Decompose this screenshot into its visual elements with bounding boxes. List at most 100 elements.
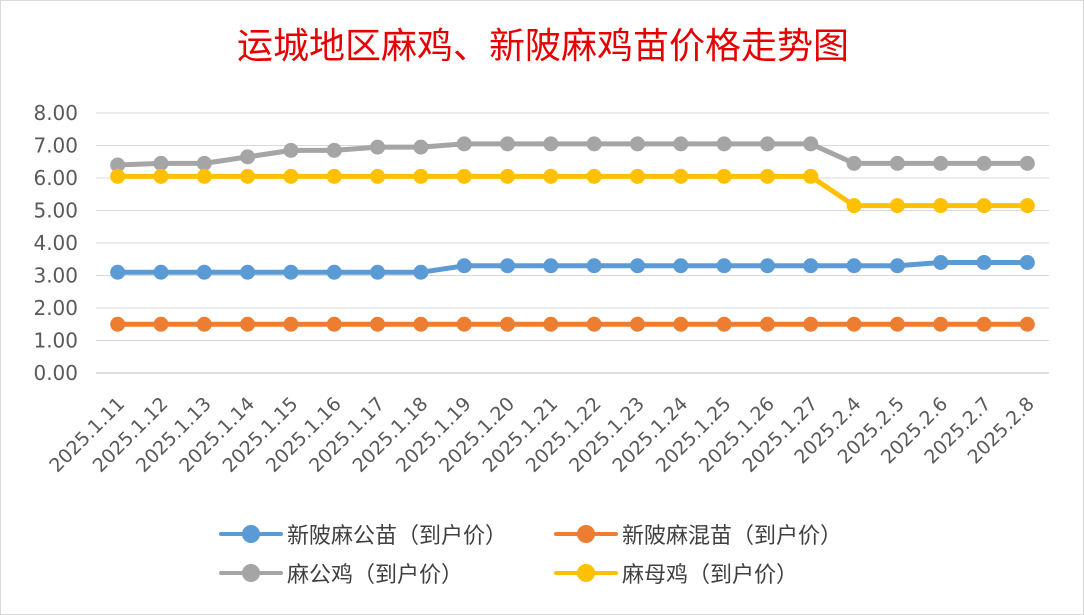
- data-point: [846, 155, 862, 171]
- data-point: [370, 264, 386, 280]
- data-point: [326, 264, 342, 280]
- data-point: [240, 316, 256, 332]
- y-tick-label: 4.00: [33, 231, 78, 255]
- data-point: [759, 258, 775, 274]
- data-point: [933, 316, 949, 332]
- line-chart: 0.001.002.003.004.005.006.007.008.002025…: [33, 101, 1049, 477]
- data-point: [846, 198, 862, 214]
- legend-swatch: [219, 519, 283, 549]
- data-point: [543, 258, 559, 274]
- chart-title: 运城地区麻鸡、新陂麻鸡苗价格走势图: [236, 26, 849, 67]
- data-point: [283, 168, 299, 184]
- y-tick-label: 1.00: [33, 329, 78, 353]
- data-point: [673, 168, 689, 184]
- data-point: [629, 316, 645, 332]
- data-point: [673, 136, 689, 152]
- data-point: [196, 155, 212, 171]
- data-point: [153, 155, 169, 171]
- data-point: [933, 198, 949, 214]
- data-point: [759, 168, 775, 184]
- data-point: [240, 149, 256, 165]
- data-point: [413, 316, 429, 332]
- y-tick-label: 3.00: [33, 264, 78, 288]
- legend-item: 新陂麻公苗（到户价）: [219, 519, 507, 549]
- data-point: [153, 264, 169, 280]
- legend-swatch: [554, 558, 618, 588]
- data-point: [803, 258, 819, 274]
- legend-item: 麻公鸡（到户价）: [219, 558, 463, 588]
- data-point: [586, 136, 602, 152]
- data-point: [110, 264, 126, 280]
- data-point: [759, 316, 775, 332]
- data-point: [933, 155, 949, 171]
- data-point: [889, 316, 905, 332]
- data-point: [889, 155, 905, 171]
- data-point: [976, 155, 992, 171]
- data-point: [240, 264, 256, 280]
- data-point: [370, 316, 386, 332]
- legend-swatch-marker: [242, 564, 260, 582]
- data-point: [543, 316, 559, 332]
- data-point: [586, 258, 602, 274]
- legend-swatch-marker: [577, 564, 595, 582]
- data-point: [196, 168, 212, 184]
- data-point: [283, 316, 299, 332]
- data-point: [283, 264, 299, 280]
- y-tick-label: 7.00: [33, 134, 78, 158]
- data-point: [673, 258, 689, 274]
- data-point: [586, 168, 602, 184]
- data-point: [846, 258, 862, 274]
- y-tick-label: 8.00: [33, 101, 78, 125]
- data-point: [370, 139, 386, 155]
- series-line: [115, 141, 1030, 168]
- legend-swatch: [554, 519, 618, 549]
- data-point: [629, 136, 645, 152]
- data-point: [933, 255, 949, 270]
- data-point: [976, 316, 992, 332]
- legend-item: 麻母鸡（到户价）: [554, 558, 798, 588]
- series-line: [115, 173, 1030, 209]
- data-point: [1019, 316, 1035, 332]
- data-point: [413, 168, 429, 184]
- data-point: [1019, 155, 1035, 171]
- data-point: [326, 316, 342, 332]
- data-point: [629, 258, 645, 274]
- data-point: [976, 198, 992, 214]
- series-line: [115, 260, 1030, 275]
- legend-swatch-marker: [242, 525, 260, 543]
- legend-swatch: [219, 558, 283, 588]
- data-point: [716, 168, 732, 184]
- data-point: [196, 264, 212, 280]
- data-point: [456, 168, 472, 184]
- data-point: [500, 168, 516, 184]
- data-point: [543, 168, 559, 184]
- data-point: [153, 168, 169, 184]
- y-tick-label: 2.00: [33, 296, 78, 320]
- data-point: [716, 258, 732, 274]
- data-point: [846, 316, 862, 332]
- legend-item: 新陂麻混苗（到户价）: [554, 519, 842, 549]
- data-point: [716, 316, 732, 332]
- data-point: [370, 168, 386, 184]
- data-point: [500, 136, 516, 152]
- data-point: [456, 316, 472, 332]
- chart-legend: 新陂麻公苗（到户价） 新陂麻混苗（到户价） 麻公鸡（到户价） 麻母鸡（到户价）: [1, 511, 1084, 601]
- data-point: [803, 136, 819, 152]
- data-point: [153, 316, 169, 332]
- data-point: [283, 142, 299, 158]
- legend-label: 新陂麻混苗（到户价）: [622, 524, 843, 549]
- data-point: [889, 198, 905, 214]
- data-point: [456, 258, 472, 274]
- data-point: [543, 136, 559, 152]
- data-point: [1019, 198, 1035, 214]
- y-tick-label: 5.00: [33, 199, 78, 223]
- legend-label: 麻母鸡（到户价）: [622, 563, 799, 588]
- data-point: [976, 255, 992, 270]
- data-point: [326, 142, 342, 158]
- data-point: [716, 136, 732, 152]
- legend-swatch-marker: [577, 525, 595, 543]
- data-point: [803, 168, 819, 184]
- data-point: [196, 316, 212, 332]
- data-point: [413, 264, 429, 280]
- data-point: [240, 168, 256, 184]
